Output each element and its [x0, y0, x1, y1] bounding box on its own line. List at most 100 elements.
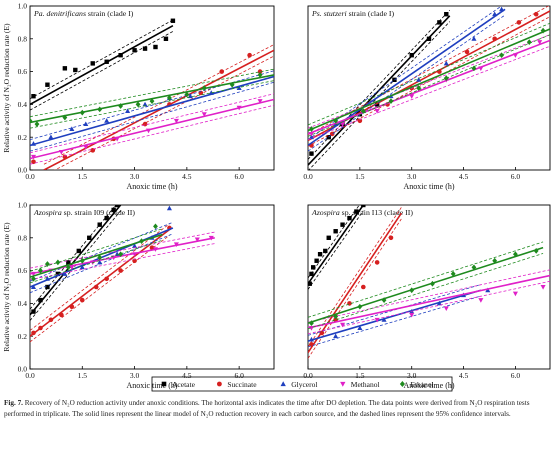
- point-succinate: [388, 235, 394, 241]
- point-acetate: [104, 59, 109, 64]
- x-tick-label: 0.0: [25, 371, 35, 380]
- confidence-line-methanol: [30, 231, 215, 269]
- point-acetate: [308, 281, 312, 286]
- point-glycerol: [333, 333, 339, 339]
- legend-label-glycerol: Glycerol: [291, 380, 317, 389]
- y-tick-label: 0.0: [18, 365, 28, 374]
- point-acetate: [374, 102, 380, 107]
- point-ethanol: [388, 98, 394, 104]
- x-tick-label: 4.5: [182, 371, 192, 380]
- legend-marker-ethanol: [399, 381, 405, 387]
- point-acetate: [87, 235, 92, 240]
- fit-line-glycerol: [30, 75, 274, 147]
- point-succinate: [59, 312, 64, 318]
- point-ethanol: [360, 108, 366, 114]
- point-ethanol: [55, 259, 61, 266]
- point-ethanol: [499, 52, 505, 59]
- point-methanol: [374, 108, 380, 114]
- point-acetate: [73, 67, 78, 73]
- point-methanol: [194, 237, 200, 243]
- point-glycerol: [308, 336, 314, 342]
- x-axis-label: Anoxic time (h): [403, 182, 454, 191]
- point-methanol: [201, 112, 207, 117]
- y-tick-label: 1.0: [18, 201, 28, 210]
- point-ethanol: [62, 114, 68, 121]
- point-ethanol: [381, 297, 387, 303]
- point-glycerol: [83, 121, 89, 127]
- confidence-line-succinate: [308, 207, 402, 348]
- point-acetate: [153, 44, 158, 50]
- point-acetate: [309, 151, 314, 156]
- point-methanol: [83, 145, 89, 150]
- point-ethanol: [309, 320, 314, 326]
- panel-title-rest: sp. strain I13 (clade II): [340, 208, 414, 217]
- confidence-line-acetate: [308, 9, 451, 160]
- confidence-line-methanol: [30, 104, 274, 165]
- point-ethanol: [135, 101, 141, 108]
- point-glycerol: [492, 11, 498, 17]
- series-methanol: [30, 93, 274, 165]
- point-glycerol: [125, 108, 131, 113]
- x-tick-label: 3.0: [130, 172, 140, 181]
- point-acetate: [55, 271, 61, 277]
- point-methanol: [30, 154, 37, 160]
- chart-panel-1: 0.0 1.5 3.0 4.5 6.0 0.0 0.2 0.4 0.6 0.8 1.0 Anoxic …: [2, 2, 275, 191]
- confidence-line-ethanol: [30, 239, 163, 284]
- point-methanol: [537, 40, 543, 45]
- point-ethanol: [229, 81, 235, 88]
- panel-title-genus: Azospira: [311, 208, 340, 217]
- point-ethanol: [30, 117, 33, 124]
- point-succinate: [257, 69, 263, 74]
- point-ethanol: [153, 223, 158, 230]
- series-acetate: [308, 205, 366, 290]
- legend-marker-methanol: [340, 381, 346, 387]
- point-acetate: [317, 252, 323, 257]
- confidence-line-succinate: [30, 235, 170, 343]
- point-methanol: [540, 285, 546, 290]
- point-glycerol: [104, 118, 110, 123]
- x-tick-label: 4.5: [459, 172, 469, 181]
- fit-line-glycerol: [308, 289, 482, 342]
- confidence-line-ethanol: [308, 34, 550, 137]
- point-acetate: [340, 222, 345, 227]
- confidence-line-succinate: [30, 223, 170, 331]
- legend-box: [151, 376, 453, 392]
- confidence-line-methanol: [30, 93, 274, 154]
- plot-area: [308, 205, 550, 359]
- point-succinate: [247, 52, 252, 58]
- fit-line-acetate: [30, 24, 174, 106]
- plot-area: [308, 6, 550, 170]
- point-acetate: [114, 205, 120, 208]
- point-succinate: [69, 304, 75, 309]
- point-succinate: [464, 49, 470, 55]
- panel-title: Pa. denitrificans strain (clade I): [33, 9, 134, 18]
- confidence-line-acetate: [30, 205, 117, 310]
- fit-line-succinate: [308, 212, 403, 354]
- legend-marker-glycerol: [280, 381, 286, 387]
- point-succinate: [48, 317, 54, 323]
- confidence-line-glycerol: [30, 221, 174, 282]
- series-succinate: [30, 223, 172, 343]
- point-acetate: [314, 258, 319, 263]
- point-acetate: [45, 82, 50, 87]
- point-ethanol: [430, 280, 435, 287]
- point-acetate: [347, 215, 352, 221]
- point-ethanol: [79, 109, 85, 116]
- point-methanol: [152, 247, 159, 252]
- point-succinate: [149, 245, 155, 250]
- point-ethanol: [184, 91, 190, 98]
- point-glycerol: [236, 85, 242, 90]
- x-tick-label: 6.0: [234, 371, 244, 380]
- chart-panel-4: 0.0 1.5 3.0 4.5 6.0 Anoxic time (h) Azospira s…: [303, 204, 551, 390]
- point-succinate: [118, 268, 123, 273]
- point-ethanol: [357, 303, 363, 310]
- point-methanol: [208, 235, 214, 241]
- panel-title-genus: Azospira: [33, 208, 62, 217]
- point-ethanol: [31, 275, 36, 282]
- confidence-line-methanol: [308, 45, 550, 141]
- series-methanol: [308, 34, 550, 141]
- point-methanol: [308, 131, 314, 137]
- point-acetate: [66, 260, 71, 265]
- series-ethanol: [30, 68, 274, 129]
- point-succinate: [38, 325, 43, 331]
